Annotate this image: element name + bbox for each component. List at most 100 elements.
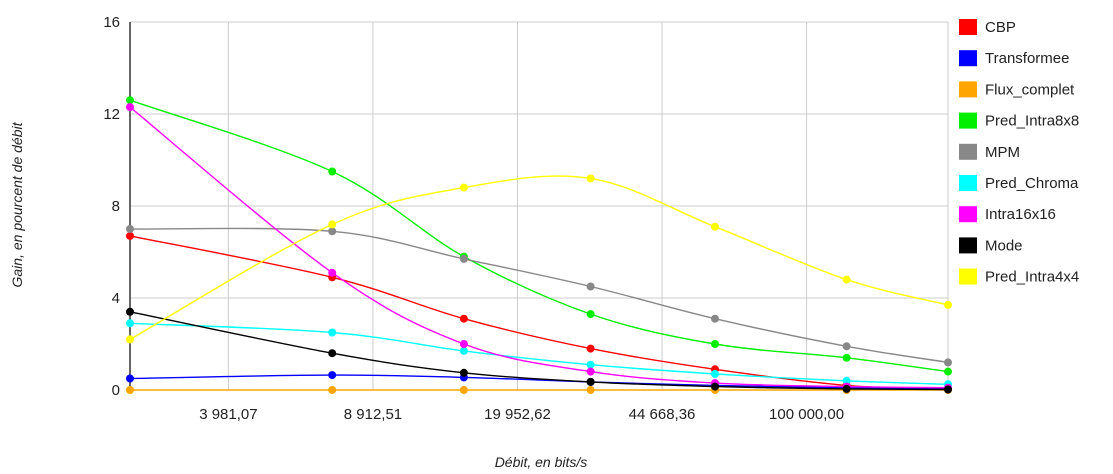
legend-swatch — [959, 19, 977, 35]
legend-label: CBP — [985, 19, 1016, 36]
data-point-mode[interactable] — [944, 385, 952, 394]
data-point-intra16x16[interactable] — [126, 103, 134, 112]
y-tick-labels: 0 4 8 12 16 — [103, 14, 120, 399]
data-point-pred-chroma[interactable] — [842, 376, 851, 385]
y-tick-label: 12 — [103, 106, 120, 123]
legend-item-mpm[interactable]: MPM — [959, 143, 1020, 161]
series-mode — [126, 307, 952, 394]
y-tick-label: 0 — [112, 382, 120, 399]
data-point-pred-intra4x4[interactable] — [459, 183, 468, 192]
x-tick-label: 100 000,00 — [769, 406, 844, 423]
legend-label: Intra16x16 — [985, 206, 1056, 223]
data-point-mpm[interactable] — [328, 227, 337, 236]
data-point-pred-chroma[interactable] — [459, 346, 468, 355]
x-tick-label: 3 981,07 — [199, 406, 257, 423]
series-line-pred-chroma — [129, 322, 949, 385]
legend-swatch — [959, 112, 977, 129]
data-point-pred-intra4x4[interactable] — [842, 275, 851, 284]
legend-item-pred-intra4x4[interactable]: Pred_Intra4x4 — [959, 268, 1079, 286]
legend-item-transformee[interactable]: Transformee — [959, 50, 1069, 67]
series-cbp — [126, 231, 952, 393]
data-point-pred-intra8x8[interactable] — [944, 367, 952, 376]
data-point-transformee[interactable] — [126, 374, 134, 383]
data-point-pred-chroma[interactable] — [126, 319, 134, 328]
data-point-pred-intra4x4[interactable] — [328, 220, 337, 229]
legend-swatch — [959, 206, 977, 223]
data-point-intra16x16[interactable] — [328, 268, 337, 277]
series-line-cbp — [129, 235, 949, 390]
data-point-cbp[interactable] — [459, 314, 468, 323]
data-point-pred-intra8x8[interactable] — [711, 340, 719, 348]
legend-item-pred-chroma[interactable]: Pred_Chroma — [959, 175, 1079, 192]
series-pred-intra8x8 — [126, 96, 952, 376]
data-point-pred-chroma[interactable] — [586, 360, 595, 369]
data-point-mode[interactable] — [328, 349, 337, 358]
data-point-mpm[interactable] — [126, 225, 134, 233]
legend-item-flux-complet[interactable]: Flux_complet — [959, 81, 1075, 98]
data-point-mode[interactable] — [586, 377, 595, 386]
data-point-mpm[interactable] — [711, 314, 719, 323]
y-tick-label: 16 — [103, 14, 120, 31]
legend-label: MPM — [985, 144, 1020, 161]
data-point-pred-intra4x4[interactable] — [711, 222, 719, 231]
data-point-mode[interactable] — [459, 368, 468, 377]
legend-label: Pred_Intra8x8 — [985, 113, 1079, 130]
series-pred-chroma — [126, 319, 952, 389]
series-intra16x16 — [126, 103, 952, 392]
series-line-mode — [129, 311, 949, 391]
legend-swatch — [959, 81, 977, 98]
data-point-cbp[interactable] — [126, 231, 134, 240]
legend-label: Pred_Chroma — [985, 175, 1079, 192]
legend-swatch — [959, 237, 977, 254]
legend-swatch — [959, 268, 977, 285]
legend-item-pred-intra8x8[interactable]: Pred_Intra8x8 — [959, 112, 1079, 130]
legend-label: Transformee — [985, 50, 1069, 67]
series-line-mpm — [129, 227, 949, 364]
series-line-pred-intra4x4 — [129, 175, 949, 341]
x-tick-labels: 3 981,07 8 912,51 19 952,62 44 668,36 100 00… — [199, 406, 844, 423]
data-point-pred-intra4x4[interactable] — [944, 300, 952, 309]
x-tick-label: 44 668,36 — [629, 406, 696, 423]
data-point-mode[interactable] — [711, 382, 719, 391]
data-point-mpm[interactable] — [842, 342, 851, 351]
data-point-pred-intra8x8[interactable] — [328, 167, 337, 176]
data-point-pred-intra8x8[interactable] — [126, 96, 134, 105]
data-point-intra16x16[interactable] — [586, 367, 595, 376]
legend-swatch — [959, 175, 977, 191]
legend-item-mode[interactable]: Mode — [959, 237, 1023, 254]
legend-swatch — [959, 143, 977, 160]
data-point-intra16x16[interactable] — [459, 340, 468, 348]
data-point-flux-complet[interactable] — [328, 386, 337, 394]
legend-item-intra16x16[interactable]: Intra16x16 — [959, 206, 1056, 223]
series-pred-intra4x4 — [126, 174, 952, 344]
data-point-pred-intra8x8[interactable] — [586, 310, 595, 319]
x-tick-label: 8 912,51 — [344, 406, 402, 423]
legend-label: Mode — [985, 237, 1023, 254]
series-line-pred-intra8x8 — [129, 99, 949, 373]
legend-label: Flux_complet — [985, 81, 1075, 98]
data-point-pred-intra4x4[interactable] — [126, 335, 134, 344]
series-line-intra16x16 — [129, 106, 949, 389]
data-point-flux-complet[interactable] — [126, 386, 134, 394]
legend-item-cbp[interactable]: CBP — [959, 19, 1016, 36]
y-axis-title: Gain, en pourcent de débit — [9, 121, 25, 287]
data-point-mode[interactable] — [126, 307, 134, 316]
data-point-pred-intra8x8[interactable] — [842, 353, 851, 362]
data-point-mpm[interactable] — [944, 358, 952, 367]
data-point-pred-intra4x4[interactable] — [586, 174, 595, 183]
data-point-flux-complet[interactable] — [586, 386, 595, 394]
data-point-pred-chroma[interactable] — [328, 328, 337, 337]
data-point-cbp[interactable] — [586, 344, 595, 353]
x-tick-label: 19 952,62 — [484, 406, 551, 423]
data-point-transformee[interactable] — [328, 371, 337, 380]
data-point-mpm[interactable] — [586, 282, 595, 291]
data-point-pred-chroma[interactable] — [711, 369, 719, 378]
series-lines — [126, 96, 952, 394]
y-tick-label: 4 — [112, 290, 120, 307]
data-point-mode[interactable] — [842, 384, 851, 393]
series-mpm — [126, 225, 952, 367]
data-point-mpm[interactable] — [459, 254, 468, 263]
x-axis-title: Débit, en bits/s — [495, 454, 588, 470]
data-point-flux-complet[interactable] — [459, 386, 468, 394]
